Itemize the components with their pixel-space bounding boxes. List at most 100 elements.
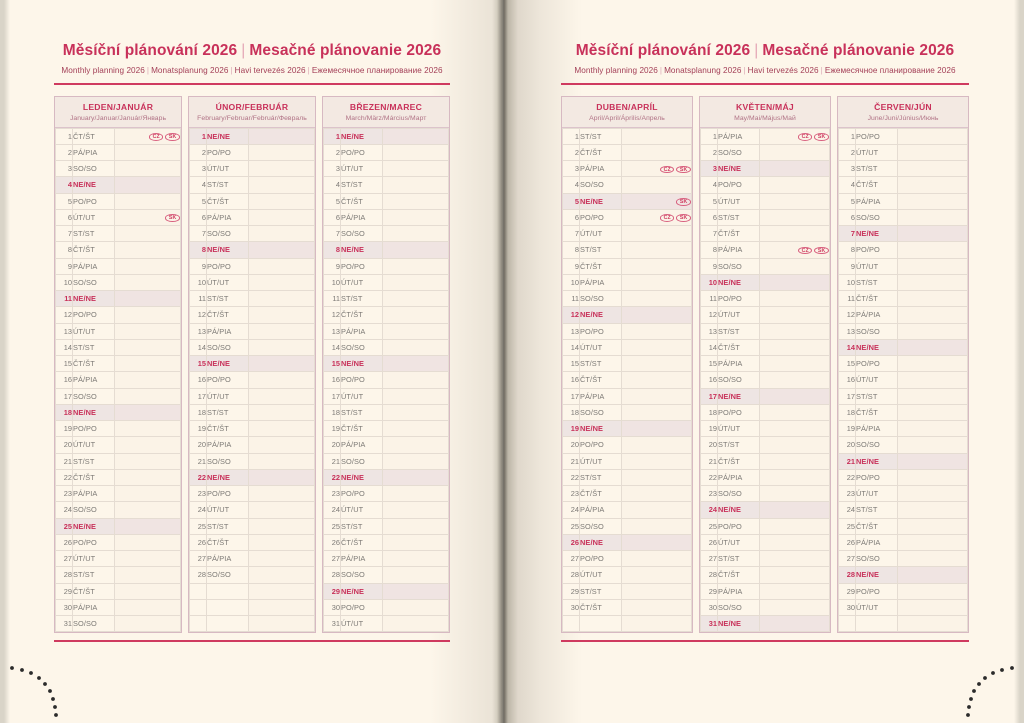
note-cell[interactable] [382, 273, 449, 292]
note-cell[interactable] [897, 241, 968, 259]
note-cell[interactable]: CZ SK [114, 127, 181, 145]
note-cell[interactable] [382, 355, 449, 373]
note-cell[interactable] [382, 127, 449, 145]
note-cell[interactable] [897, 582, 968, 600]
note-cell[interactable] [114, 598, 181, 617]
note-cell[interactable] [621, 501, 692, 519]
note-cell[interactable] [114, 485, 181, 503]
note-cell[interactable] [382, 371, 449, 389]
note-cell[interactable] [382, 208, 449, 227]
note-cell[interactable] [759, 355, 830, 373]
note-cell[interactable] [248, 403, 315, 422]
note-cell[interactable] [248, 355, 315, 373]
note-cell[interactable] [114, 290, 181, 308]
note-cell[interactable] [621, 225, 692, 243]
note-cell[interactable] [114, 533, 181, 552]
note-cell[interactable] [114, 225, 181, 243]
note-cell[interactable] [382, 225, 449, 243]
note-cell[interactable] [248, 160, 315, 178]
note-cell[interactable] [759, 420, 830, 438]
note-cell[interactable] [759, 436, 830, 454]
note-cell[interactable] [114, 615, 181, 633]
note-cell[interactable] [621, 355, 692, 373]
note-cell[interactable] [759, 290, 830, 308]
note-cell[interactable] [897, 501, 968, 519]
note-cell[interactable] [382, 517, 449, 535]
note-cell[interactable] [382, 192, 449, 210]
note-cell[interactable] [248, 306, 315, 324]
note-cell[interactable] [382, 143, 449, 162]
note-cell[interactable] [897, 192, 968, 210]
note-cell[interactable] [382, 615, 449, 633]
note-cell[interactable] [759, 225, 830, 243]
note-cell[interactable] [248, 517, 315, 535]
note-cell[interactable] [382, 338, 449, 357]
note-cell[interactable] [382, 533, 449, 552]
note-cell[interactable] [621, 241, 692, 259]
note-cell[interactable] [621, 290, 692, 308]
note-cell[interactable] [248, 387, 315, 405]
note-cell[interactable] [114, 501, 181, 519]
note-cell[interactable] [382, 566, 449, 584]
note-cell[interactable] [621, 598, 692, 617]
note-cell[interactable] [382, 257, 449, 275]
note-cell[interactable] [114, 257, 181, 275]
note-cell[interactable] [248, 127, 315, 145]
note-cell[interactable] [759, 452, 830, 470]
note-cell[interactable] [248, 143, 315, 162]
note-cell[interactable] [621, 387, 692, 405]
note-cell[interactable] [382, 582, 449, 600]
note-cell[interactable] [114, 371, 181, 389]
note-cell[interactable] [897, 355, 968, 373]
note-cell[interactable] [759, 468, 830, 487]
note-cell[interactable] [897, 403, 968, 422]
note-cell[interactable] [759, 517, 830, 535]
note-cell[interactable] [759, 598, 830, 617]
note-cell[interactable] [382, 403, 449, 422]
note-cell[interactable] [759, 338, 830, 357]
note-cell[interactable] [897, 208, 968, 227]
note-cell[interactable] [114, 241, 181, 259]
note-cell[interactable] [759, 208, 830, 227]
note-cell[interactable] [897, 176, 968, 194]
note-cell[interactable] [248, 436, 315, 454]
note-cell[interactable] [248, 485, 315, 503]
note-cell[interactable] [759, 143, 830, 162]
note-cell[interactable] [897, 322, 968, 340]
note-cell[interactable] [897, 160, 968, 178]
note-cell[interactable] [114, 176, 181, 194]
note-cell[interactable] [248, 338, 315, 357]
note-cell[interactable] [621, 338, 692, 357]
note-cell[interactable] [621, 322, 692, 340]
note-cell[interactable] [759, 615, 830, 633]
note-cell[interactable] [114, 517, 181, 535]
note-cell[interactable] [248, 501, 315, 519]
note-cell[interactable] [897, 550, 968, 568]
note-cell[interactable] [897, 143, 968, 162]
note-cell[interactable] [759, 582, 830, 600]
note-cell[interactable] [114, 436, 181, 454]
note-cell[interactable] [114, 550, 181, 568]
note-cell[interactable] [382, 160, 449, 178]
note-cell[interactable] [759, 273, 830, 292]
note-cell[interactable]: SK [621, 192, 692, 210]
note-cell[interactable] [114, 468, 181, 487]
note-cell[interactable] [114, 420, 181, 438]
note-cell[interactable] [114, 355, 181, 373]
note-cell[interactable] [382, 306, 449, 324]
note-cell[interactable] [897, 436, 968, 454]
note-cell[interactable] [897, 127, 968, 145]
note-cell[interactable] [114, 403, 181, 422]
note-cell[interactable] [248, 241, 315, 259]
note-cell[interactable] [248, 371, 315, 389]
note-cell[interactable] [248, 468, 315, 487]
note-cell[interactable] [759, 387, 830, 405]
note-cell[interactable] [248, 420, 315, 438]
note-cell[interactable] [621, 452, 692, 470]
note-cell[interactable] [897, 387, 968, 405]
note-cell[interactable] [759, 257, 830, 275]
note-cell[interactable] [621, 306, 692, 324]
note-cell[interactable] [759, 533, 830, 552]
note-cell[interactable] [759, 485, 830, 503]
note-cell[interactable] [114, 338, 181, 357]
